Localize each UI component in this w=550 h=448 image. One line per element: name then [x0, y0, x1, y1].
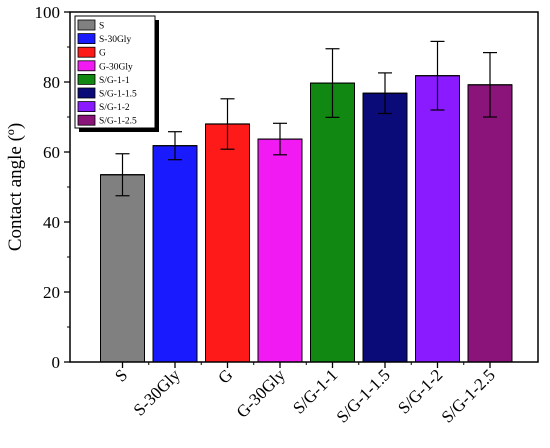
bars-layer: [100, 75, 513, 363]
legend-label-s-g-1-1-5: S/G-1-1.5: [99, 90, 137, 100]
y-tick-label-60: 60: [43, 143, 60, 162]
bar-s-g-1-2: [415, 75, 460, 363]
legend-swatch-s-g-1-2: [77, 101, 96, 112]
y-ticks-layer: 0 20 40 60 80 100: [35, 3, 70, 372]
legend-swatch-g: [77, 46, 96, 58]
legend-label-s-g-1-2: S/G-1-2: [99, 103, 130, 113]
legend-swatch-s-g-1-2-5: [77, 114, 96, 126]
bar-s: [100, 174, 145, 363]
bar-s-g-1-2-5: [467, 84, 513, 363]
legend-swatch-s-30gly: [77, 33, 96, 44]
bar-s-g-1-1-5: [362, 92, 408, 363]
legend-label-g-30gly: G-30Gly: [99, 62, 133, 72]
legend-label-g: G: [99, 49, 106, 59]
legend-swatch-s-g-1-1-5: [77, 87, 96, 99]
y-axis-title: Contact angle (º): [5, 123, 26, 251]
legend-label-s: S: [99, 22, 104, 32]
bar-s-g-1-1: [310, 82, 355, 363]
legend-swatch-g-30gly: [77, 60, 96, 72]
legend-swatch-s: [77, 19, 96, 31]
legend-label-s-g-1-2-5: S/G-1-2.5: [99, 117, 137, 127]
legend-label-s-30gly: S-30Gly: [99, 35, 131, 45]
legend: S S-30Gly G G-30Gly S/G-1-1 S/G-1-1.5 S/G-1-2 S…: [74, 15, 159, 132]
bar-s-30gly: [152, 145, 198, 363]
legend-label-s-g-1-1: S/G-1-1: [99, 76, 130, 86]
bar-g-30gly: [257, 138, 303, 363]
bar-g: [205, 123, 250, 363]
error-bars-layer: [100, 40, 512, 197]
y-tick-label-80: 80: [43, 73, 60, 92]
legend-swatch-s-g-1-1: [77, 74, 96, 85]
y-tick-label-0: 0: [52, 353, 61, 372]
y-tick-label-20: 20: [43, 283, 60, 302]
y-tick-label-40: 40: [43, 213, 60, 232]
y-tick-label-100: 100: [35, 3, 61, 22]
